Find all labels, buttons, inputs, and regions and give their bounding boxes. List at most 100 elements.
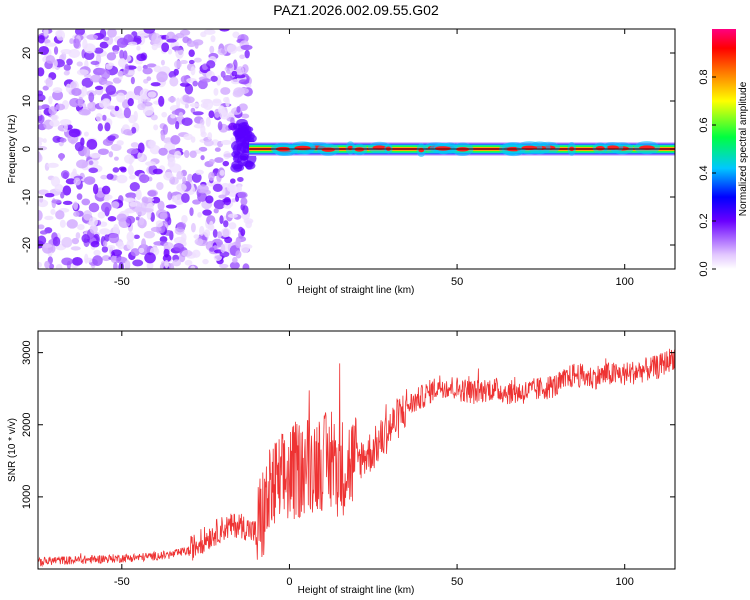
noise-blob [73, 211, 80, 217]
noise-blob [200, 102, 209, 109]
noise-blob [240, 203, 246, 211]
noise-blob [218, 194, 227, 199]
noise-blob [116, 92, 126, 103]
noise-blob [138, 247, 145, 254]
noise-blob [44, 260, 50, 269]
noise-blob [236, 184, 242, 193]
noise-blob [190, 265, 196, 269]
noise-blob [188, 49, 195, 57]
noise-blob [72, 168, 77, 177]
noise-blob [130, 76, 135, 85]
noise-blob [200, 31, 207, 38]
noise-blob [229, 261, 240, 269]
noise-blob [183, 133, 193, 141]
noise-blob [220, 70, 226, 78]
noise-blob [38, 235, 47, 246]
noise-blob [208, 110, 215, 119]
noise-blob [84, 253, 89, 264]
noise-blob [162, 124, 169, 135]
noise-blob [199, 118, 205, 126]
noise-blob [192, 80, 199, 87]
noise-blob [234, 128, 246, 138]
noise-blob [62, 185, 72, 196]
snr-series-line [38, 348, 675, 568]
noise-blob [176, 221, 187, 230]
spectrogram-image [38, 29, 675, 269]
noise-blob [173, 243, 185, 252]
noise-blob [213, 199, 226, 210]
noise-blob [42, 138, 47, 144]
noise-blob [237, 191, 248, 199]
noise-blob [232, 31, 240, 39]
noise-blob [210, 75, 218, 82]
noise-blob [90, 74, 102, 83]
noise-blob [112, 45, 120, 53]
noise-blob [142, 208, 154, 213]
spectral-line-bump [595, 145, 605, 151]
noise-blob [239, 54, 246, 60]
noise-blob [217, 121, 223, 131]
colorbar-tick-label: 0.0 [698, 261, 710, 276]
noise-blob [62, 200, 73, 206]
noise-blob [65, 83, 72, 93]
noise-blob [175, 121, 180, 130]
noise-blob [207, 132, 213, 140]
noise-blob [103, 240, 108, 247]
noise-blob [147, 91, 157, 98]
noise-blob [151, 196, 161, 204]
noise-blob [97, 123, 103, 132]
noise-blob [176, 171, 184, 180]
spectral-line-bump [294, 145, 311, 151]
noise-blob [38, 45, 50, 56]
noise-blob [153, 124, 159, 131]
noise-blob [240, 44, 253, 51]
noise-blob [105, 85, 117, 96]
noise-blob [39, 195, 44, 203]
noise-blob [217, 48, 228, 56]
noise-blob [124, 154, 135, 164]
noise-blob [214, 157, 224, 163]
noise-blob [191, 249, 201, 258]
noise-blob [200, 98, 213, 104]
noise-blob [167, 96, 177, 103]
noise-blob [59, 119, 72, 126]
noise-blob [222, 228, 230, 238]
noise-blob [237, 176, 244, 182]
noise-blob [135, 216, 140, 221]
noise-blob [147, 140, 157, 148]
noise-blob [117, 70, 124, 77]
noise-blob [223, 96, 229, 103]
noise-blob [108, 151, 114, 158]
noise-blob [89, 152, 101, 159]
noise-blob [71, 256, 83, 266]
noise-blob [51, 199, 62, 204]
noise-blob [239, 153, 249, 161]
noise-blob [90, 240, 100, 248]
noise-blob [48, 95, 53, 105]
noise-blob [44, 193, 55, 198]
colorbar-tick-label: 0.4 [698, 165, 710, 180]
noise-blob [101, 80, 114, 86]
noise-blob [219, 112, 230, 120]
noise-blob [165, 204, 177, 209]
x-tick-label: 50 [451, 576, 463, 588]
noise-blob [127, 97, 134, 107]
noise-blob [116, 213, 128, 222]
noise-blob [84, 146, 91, 158]
noise-blob [245, 220, 252, 229]
noise-blob [199, 225, 205, 236]
noise-blob [169, 76, 179, 87]
spectral-line-bump [321, 147, 336, 152]
noise-blob [138, 217, 145, 226]
noise-blob [104, 122, 111, 132]
noise-blob [194, 238, 204, 246]
colorbar-tick-label: 0.8 [698, 69, 710, 84]
noise-blob [133, 234, 140, 240]
noise-blob [189, 150, 197, 158]
noise-blob [241, 113, 250, 119]
snr-x-ticks: -50 0 50 100 [114, 331, 634, 588]
noise-blob [167, 157, 176, 167]
noise-blob [197, 212, 202, 218]
noise-blob [52, 90, 64, 101]
